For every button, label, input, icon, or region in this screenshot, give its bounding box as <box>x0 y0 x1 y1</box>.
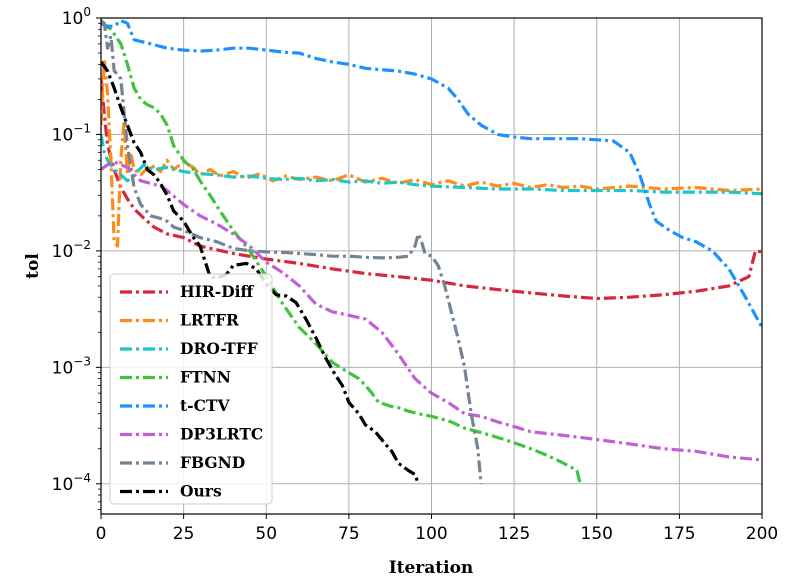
x-tick-label: 150 <box>581 524 613 544</box>
legend-label: LRTFR <box>180 311 239 330</box>
series-line-hir-diff <box>101 78 762 301</box>
x-tick-label: 100 <box>415 524 447 544</box>
y-tick-label: 10−3 <box>52 354 91 378</box>
y-tick-label: 10−2 <box>52 238 91 262</box>
legend-box <box>109 273 273 505</box>
y-tick-label: 10−1 <box>52 121 91 145</box>
x-tick-label: 75 <box>338 524 360 544</box>
legend: HIR-Diff LRTFR DRO-TFF FTNN t-CTV DP3LRTC FBGN… <box>109 273 273 505</box>
axis-ticks: 0 25 50 75 100 125 150 175 200 100 10−1 10−2 10−3 10−… <box>52 5 779 544</box>
x-tick-label: 200 <box>746 524 778 544</box>
legend-label: DRO-TFF <box>180 339 258 358</box>
x-tick-label: 25 <box>173 524 195 544</box>
x-tick-label: 125 <box>498 524 530 544</box>
legend-label: DP3LRTC <box>180 425 263 444</box>
series-line-t-ctv <box>101 19 762 329</box>
legend-label: t-CTV <box>180 396 230 415</box>
x-tick-label: 0 <box>96 524 107 544</box>
legend-label: FBGND <box>180 453 245 472</box>
legend-label: FTNN <box>180 368 231 387</box>
x-axis-label: Iteration <box>389 558 474 578</box>
x-tick-label: 175 <box>663 524 695 544</box>
series-line-dp3lrtc <box>101 160 762 462</box>
series-group <box>101 19 762 485</box>
series-line-ours <box>101 60 420 485</box>
y-tick-label: 10−4 <box>52 471 91 495</box>
x-tick-label: 50 <box>255 524 277 544</box>
y-axis-label: tol <box>23 253 43 279</box>
series-line-fbgnd <box>101 19 483 484</box>
grid <box>100 17 763 514</box>
legend-label: HIR-Diff <box>180 282 255 301</box>
y-tick-label: 100 <box>62 5 91 29</box>
series-line-ftnn <box>101 21 582 485</box>
legend-label: Ours <box>180 482 222 501</box>
